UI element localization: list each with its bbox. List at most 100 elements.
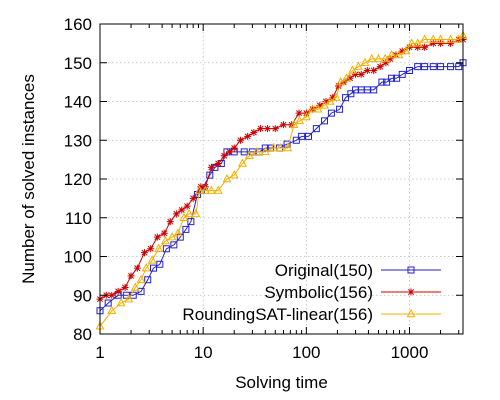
data-point bbox=[370, 86, 378, 94]
data-point bbox=[236, 136, 244, 144]
data-point bbox=[160, 229, 168, 237]
data-point bbox=[252, 146, 262, 156]
data-point bbox=[261, 144, 269, 152]
data-point bbox=[283, 142, 293, 152]
data-point bbox=[213, 185, 223, 194]
data-point bbox=[269, 142, 278, 152]
data-point bbox=[137, 287, 145, 295]
legend-label: RoundingSAT-linear(156) bbox=[182, 305, 373, 324]
data-point bbox=[121, 284, 129, 291]
data-point bbox=[154, 243, 164, 253]
data-point bbox=[275, 142, 285, 152]
data-point bbox=[200, 185, 210, 194]
data-point bbox=[387, 49, 396, 59]
data-point bbox=[260, 146, 270, 156]
data-point bbox=[429, 63, 437, 71]
data-point bbox=[144, 276, 152, 284]
data-point bbox=[147, 245, 155, 253]
y-tick-label: 150 bbox=[64, 54, 92, 73]
y-tick-label: 130 bbox=[64, 131, 92, 150]
data-point bbox=[436, 34, 445, 43]
legend: Original(150) Symbolic(156) RoundingSAT-li… bbox=[182, 261, 441, 324]
data-point bbox=[226, 148, 234, 156]
data-point bbox=[388, 74, 396, 82]
data-point bbox=[108, 291, 116, 299]
data-point bbox=[420, 34, 430, 43]
data-point bbox=[191, 208, 201, 218]
data-point bbox=[363, 67, 371, 74]
data-point bbox=[360, 57, 370, 67]
data-point bbox=[428, 34, 438, 43]
data-point bbox=[331, 92, 341, 101]
data-point bbox=[283, 140, 291, 148]
x-axis-title: Solving time bbox=[235, 373, 328, 392]
data-point bbox=[206, 185, 216, 194]
data-point bbox=[421, 63, 429, 71]
data-point bbox=[413, 38, 423, 47]
data-point bbox=[114, 287, 122, 295]
data-point bbox=[354, 61, 363, 70]
data-point bbox=[182, 225, 190, 233]
data-point bbox=[240, 148, 248, 156]
data-point bbox=[130, 282, 140, 291]
data-point bbox=[166, 218, 174, 226]
data-point bbox=[292, 136, 300, 144]
data-point bbox=[170, 241, 178, 249]
data-point bbox=[229, 170, 239, 179]
x-tick-label: 100 bbox=[292, 343, 320, 362]
series-3 bbox=[95, 30, 468, 330]
data-point bbox=[127, 272, 135, 280]
data-point bbox=[178, 206, 186, 214]
data-point bbox=[376, 63, 384, 71]
y-tick-label: 120 bbox=[64, 170, 92, 189]
data-point bbox=[308, 104, 318, 113]
y-tick-label: 160 bbox=[64, 15, 92, 34]
data-point bbox=[301, 111, 311, 121]
data-point bbox=[295, 115, 305, 125]
data-point bbox=[437, 63, 445, 71]
data-point bbox=[237, 158, 247, 167]
data-point bbox=[184, 208, 194, 218]
data-point bbox=[147, 255, 157, 264]
data-point bbox=[347, 90, 355, 98]
y-tick-label: 80 bbox=[73, 325, 92, 344]
data-point bbox=[357, 70, 365, 78]
data-point bbox=[429, 39, 437, 47]
data-point bbox=[298, 132, 306, 140]
data-point bbox=[313, 104, 323, 113]
data-point bbox=[189, 194, 197, 202]
data-point bbox=[401, 46, 411, 55]
data-point bbox=[305, 132, 313, 140]
data-point bbox=[220, 152, 228, 160]
data-point bbox=[160, 235, 170, 245]
data-point bbox=[156, 260, 164, 268]
data-point bbox=[214, 160, 222, 167]
x-tick-label: 1000 bbox=[391, 343, 429, 362]
y-tick-label: 110 bbox=[65, 209, 92, 228]
y-axis-title: Number of solved instances bbox=[19, 74, 38, 284]
data-point bbox=[222, 173, 232, 183]
data-point bbox=[183, 202, 191, 210]
data-point bbox=[421, 43, 429, 51]
data-point bbox=[367, 53, 377, 63]
data-point bbox=[187, 218, 195, 226]
data-point bbox=[250, 129, 258, 136]
data-point bbox=[162, 245, 170, 253]
legend-marker bbox=[407, 266, 415, 274]
series-line bbox=[99, 35, 464, 327]
data-point bbox=[398, 70, 406, 78]
y-tick-label: 90 bbox=[73, 286, 92, 305]
legend-marker bbox=[406, 308, 416, 318]
data-point bbox=[383, 78, 391, 86]
data-point bbox=[447, 63, 455, 71]
data-point bbox=[414, 63, 422, 71]
data-point bbox=[378, 78, 386, 86]
data-point bbox=[455, 63, 463, 71]
y-tick-label: 140 bbox=[64, 93, 92, 112]
data-point bbox=[342, 73, 351, 82]
data-point bbox=[271, 125, 279, 133]
data-point bbox=[195, 185, 204, 194]
data-point bbox=[136, 274, 146, 284]
